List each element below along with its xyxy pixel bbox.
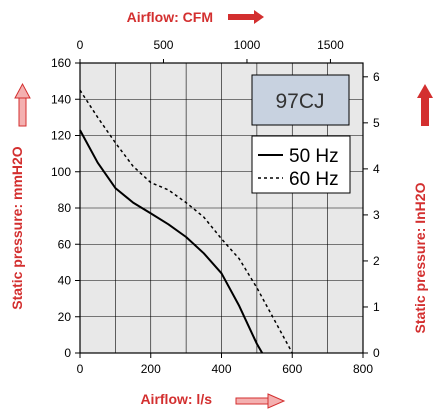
right-tick-label: 3	[373, 208, 380, 222]
left-axis-title: Static pressure: mmH2O	[9, 146, 25, 310]
legend-label-50hz: 50 Hz	[289, 146, 339, 167]
right-tick-label: 6	[373, 70, 380, 84]
left-tick-label: 140	[51, 92, 71, 106]
left-tick-label: 100	[51, 165, 71, 179]
left-axis-arrow	[14, 82, 31, 127]
top-tick-label: 1000	[234, 38, 261, 52]
left-tick-label: 160	[51, 56, 71, 70]
series-layer	[79, 89, 293, 354]
model-label-box	[251, 74, 350, 126]
right-axis-arrow	[417, 84, 433, 126]
bottom-tick-label: 400	[211, 362, 231, 376]
left-tick-label: 20	[58, 310, 72, 324]
bottom-tick-label: 200	[141, 362, 161, 376]
series-line-50hz	[79, 129, 264, 354]
grid-lines	[80, 63, 363, 353]
left-tick-label: 40	[58, 274, 72, 288]
right-tick-label: 0	[373, 346, 380, 360]
right-tick-label: 4	[373, 162, 380, 176]
top-tick-label: 500	[153, 38, 173, 52]
legend-box	[251, 135, 351, 194]
model-label: 97CJ	[275, 90, 324, 113]
bottom-axis-arrow	[235, 393, 286, 409]
left-tick-label: 80	[58, 201, 72, 215]
bottom-tick-label: 800	[353, 362, 373, 376]
series-line-60hz	[79, 89, 293, 354]
bottom-tick-label: 600	[282, 362, 302, 376]
top-axis-arrow	[228, 10, 264, 24]
top-tick-label: 0	[77, 38, 84, 52]
left-tick-label: 0	[64, 346, 71, 360]
top-tick-label: 1500	[317, 38, 344, 52]
right-tick-label: 5	[373, 116, 380, 130]
legend-label-60hz: 60 Hz	[289, 169, 339, 190]
top-axis-title: Airflow: CFM	[127, 9, 213, 25]
right-tick-label: 2	[373, 254, 380, 268]
bottom-tick-label: 0	[77, 362, 84, 376]
bottom-axis-title: Airflow: l/s	[140, 391, 212, 407]
left-tick-label: 120	[51, 129, 71, 143]
left-tick-label: 60	[58, 237, 72, 251]
right-axis-title: Static pressure: InH2O	[412, 182, 428, 333]
right-tick-label: 1	[373, 300, 380, 314]
